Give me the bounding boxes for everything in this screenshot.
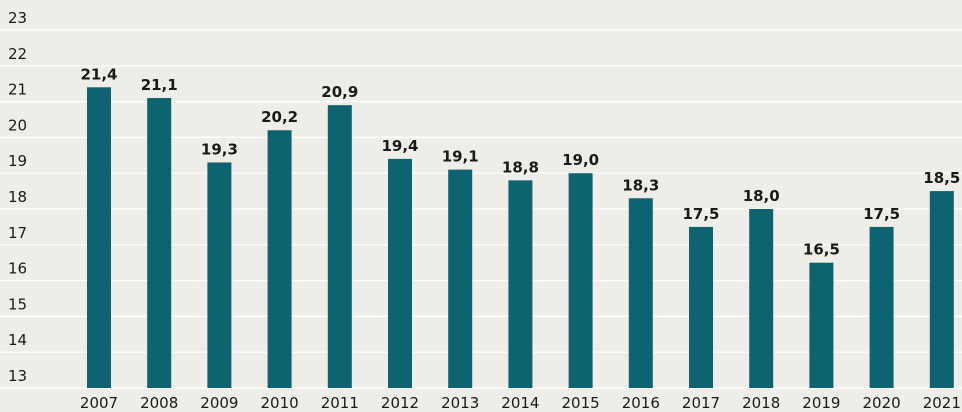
y-tick-label: 13 [8,367,27,385]
bar [568,173,593,388]
x-tick-label: 2017 [682,394,720,412]
y-tick-label: 20 [8,116,27,134]
y-tick-label: 17 [8,224,27,242]
bar [929,191,954,388]
y-tick-label: 23 [8,9,27,27]
value-label: 18,8 [502,158,539,176]
y-tick-label: 14 [8,331,27,349]
value-label: 18,0 [743,187,780,205]
bar [327,105,352,389]
x-tick-label: 2019 [802,394,840,412]
x-tick-label: 2011 [321,394,359,412]
bar [508,180,533,388]
bar [267,130,292,389]
bar [87,87,111,388]
y-tick-label: 21 [8,81,27,99]
y-tick-label: 15 [8,295,27,313]
x-tick-label: 2008 [140,394,178,412]
value-label: 20,9 [321,83,358,101]
bar [689,226,713,388]
x-tick-label: 2014 [501,394,539,412]
bar [809,262,834,388]
value-label: 17,5 [682,205,719,223]
bar [388,158,412,388]
x-tick-label: 2009 [200,394,238,412]
bar [207,162,232,388]
value-label: 19,3 [201,140,238,158]
bar [448,169,473,388]
bar [869,226,894,388]
value-label: 21,4 [80,65,117,83]
y-tick-label: 16 [8,260,27,278]
y-tick-label: 18 [8,188,27,206]
x-tick-label: 2021 [923,394,961,412]
y-tick-label: 22 [8,45,27,63]
value-label: 19,0 [562,151,599,169]
x-tick-label: 2015 [562,394,600,412]
bar [628,198,653,388]
value-label: 16,5 [803,241,840,259]
bar [147,98,172,389]
x-tick-label: 2020 [863,394,901,412]
value-label: 19,1 [442,148,479,166]
value-label: 18,5 [923,169,960,187]
value-label: 20,2 [261,108,298,126]
x-tick-label: 2010 [261,394,299,412]
value-label: 18,3 [622,176,659,194]
x-tick-label: 2016 [622,394,660,412]
x-tick-label: 2007 [80,394,118,412]
value-label: 19,4 [381,137,418,155]
x-tick-label: 2013 [441,394,479,412]
x-tick-label: 2018 [742,394,780,412]
y-tick-label: 19 [8,152,27,170]
value-label: 21,1 [141,76,178,94]
x-tick-label: 2012 [381,394,419,412]
value-label: 17,5 [863,205,900,223]
bar [749,209,774,388]
